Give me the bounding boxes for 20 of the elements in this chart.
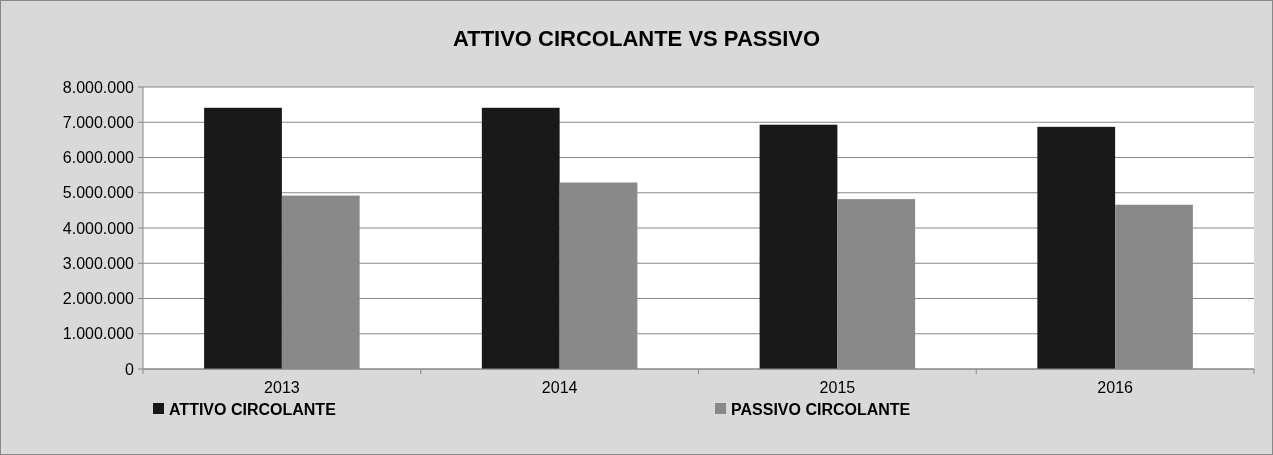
x-tick-label: 2016 <box>1097 379 1134 396</box>
bar <box>481 107 560 369</box>
bar <box>204 107 282 369</box>
y-tick-label: 7.000.000 <box>62 113 135 131</box>
y-tick-label: 6.000.000 <box>62 149 135 167</box>
y-tick-label: 0 <box>125 360 135 378</box>
y-tick-label: 4.000.000 <box>62 219 135 237</box>
y-tick-label: 1.000.000 <box>62 325 135 343</box>
legend-label: ATTIVO CIRCOLANTE <box>169 400 337 418</box>
y-tick-label: 3.000.000 <box>62 254 135 272</box>
legend-label: PASSIVO CIRCOLANTE <box>731 400 911 418</box>
x-tick-label: 2014 <box>541 379 578 396</box>
bar <box>759 124 838 369</box>
x-tick-label: 2015 <box>819 379 856 396</box>
y-tick-label: 2.000.000 <box>62 290 135 308</box>
x-tick-label: 2013 <box>264 379 300 396</box>
bar <box>1037 126 1116 369</box>
y-tick-label: 5.000.000 <box>62 184 135 202</box>
chart-title: ATTIVO CIRCOLANTE VS PASSIVO <box>452 26 821 51</box>
y-tick-label: 8.000.000 <box>62 78 135 96</box>
